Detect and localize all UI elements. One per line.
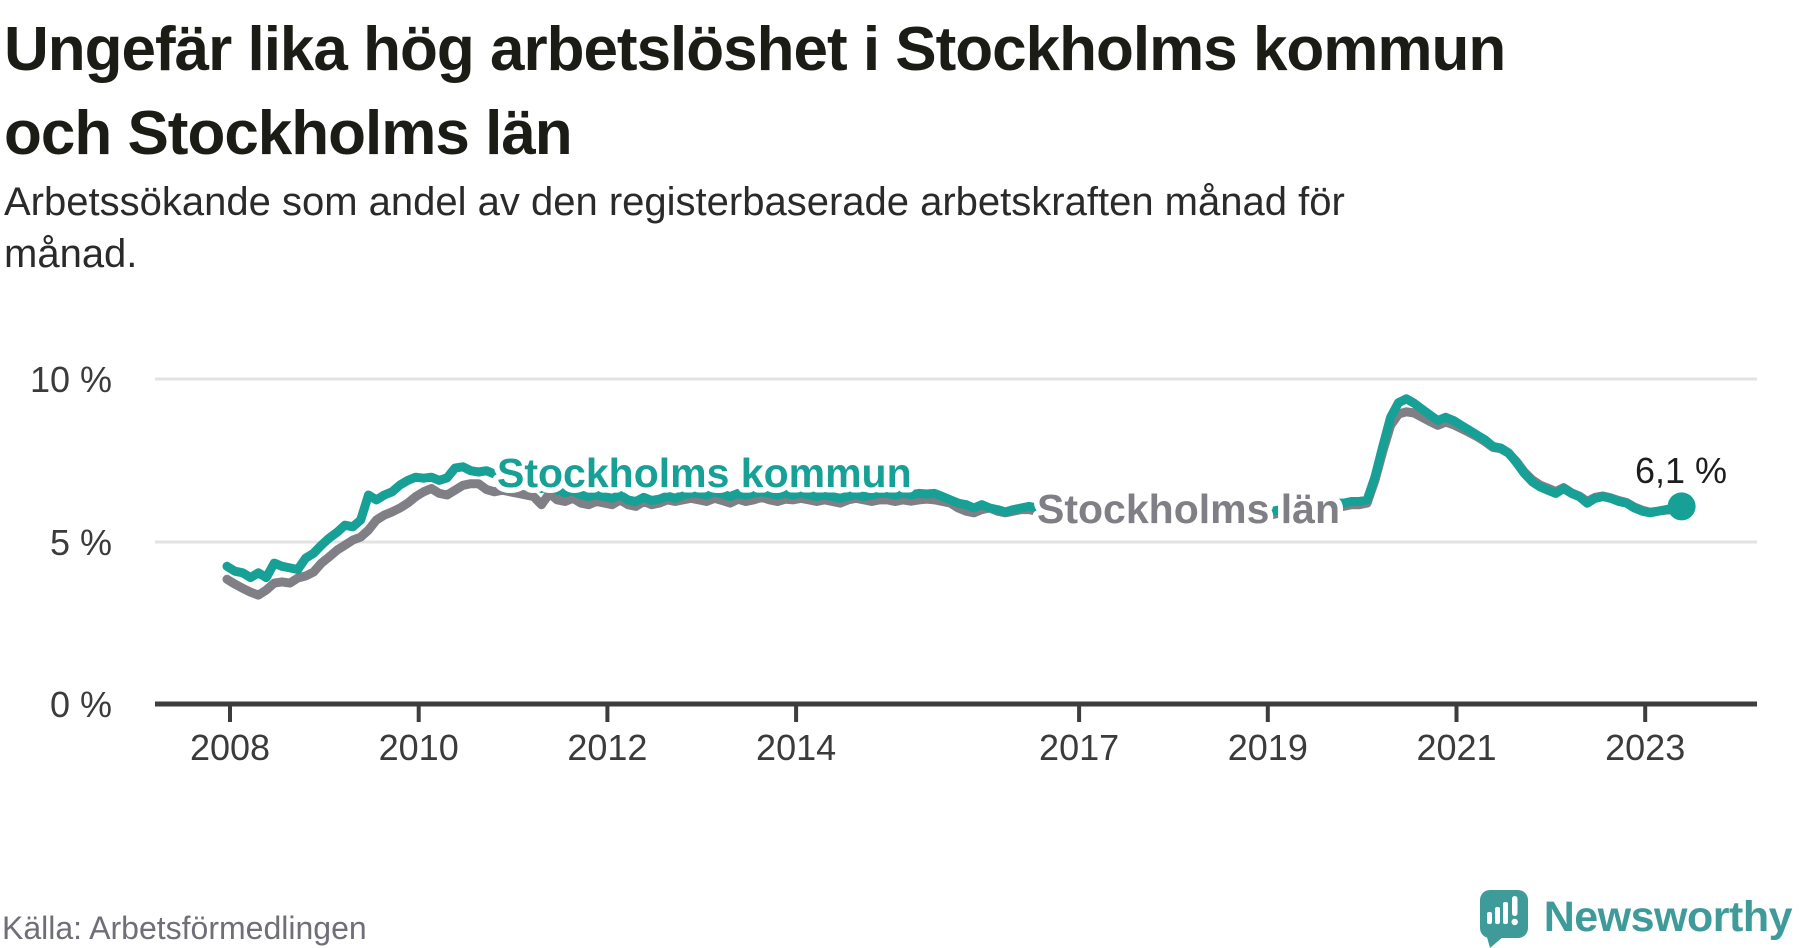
- source-note: Källa: Arbetsförmedlingen: [2, 910, 367, 946]
- newsworthy-branding[interactable]: Newsworthy: [1478, 886, 1793, 948]
- y-axis-labels: 0 % 5 % 10 %: [30, 359, 112, 725]
- newsworthy-wordmark: Newsworthy: [1543, 892, 1793, 941]
- x-tick-label: 2014: [756, 727, 836, 768]
- lan-series-label: Stockholms län: [1037, 486, 1340, 532]
- y-tick-label: 0 %: [50, 684, 112, 725]
- kommun-line: [222, 394, 1687, 583]
- x-tick-label: 2021: [1416, 727, 1496, 768]
- chart-subtitle-line1: Arbetssökande som andel av den registerb…: [4, 180, 1345, 224]
- x-tick-label: 2019: [1228, 727, 1308, 768]
- y-tick-label: 5 %: [50, 522, 112, 563]
- chart-subtitle: Arbetssökande som andel av den registerb…: [4, 176, 1704, 280]
- x-tick-label: 2017: [1039, 727, 1119, 768]
- x-tick-label: 2008: [190, 727, 270, 768]
- x-axis-tick-labels: 2008 2010 2012 2014 2017 2019 2021 2023: [190, 727, 1685, 768]
- kommun-series-label: Stockholms kommun: [497, 450, 912, 496]
- newsworthy-chart-bubble-icon: [1479, 890, 1528, 948]
- chart-title: Ungefär lika hög arbetslöshet i Stockhol…: [4, 8, 1794, 176]
- x-axis-ticks: [228, 704, 1648, 722]
- end-value-dot: [1667, 492, 1696, 521]
- gridlines: [155, 377, 1757, 544]
- x-axis: 2008 2010 2012 2014 2017 2019 2021 2023: [155, 701, 1757, 768]
- x-tick-label: 2010: [379, 727, 459, 768]
- x-tick-label: 2012: [567, 727, 647, 768]
- chart-subtitle-line2: månad.: [4, 232, 138, 276]
- y-tick-label: 10 %: [30, 359, 112, 400]
- end-value-label: 6,1 %: [1635, 450, 1727, 491]
- chart-title-line1: Ungefär lika hög arbetslöshet i Stockhol…: [4, 15, 1506, 84]
- x-tick-label: 2023: [1605, 727, 1685, 768]
- chart-title-line2: och Stockholms län: [4, 99, 573, 168]
